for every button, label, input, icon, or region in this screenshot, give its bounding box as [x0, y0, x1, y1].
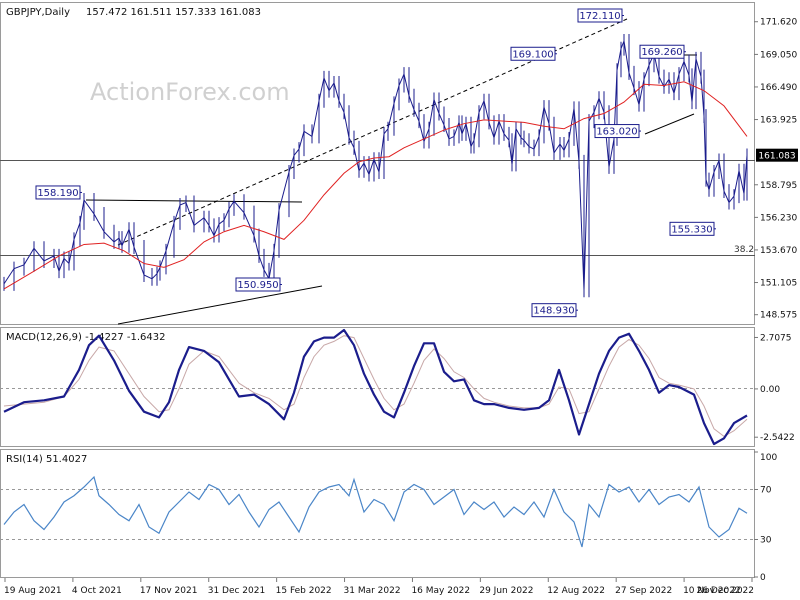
- sma-line: [3, 81, 748, 290]
- price-axis-tick: 171.620: [760, 18, 797, 28]
- annotation-label: 163.020: [596, 127, 637, 138]
- symbol-header: GBPJPY,Daily: [6, 7, 70, 18]
- rsi-layer: [3, 475, 748, 548]
- macd-line: [3, 328, 748, 446]
- price-axis-tick: 148.575: [760, 311, 797, 321]
- price-axis-tick: 166.490: [760, 83, 797, 93]
- macd-layer: [3, 328, 748, 446]
- support-trendline: [117, 285, 323, 325]
- price-annotation: 163.020: [594, 124, 641, 139]
- x-axis-date-label: 17 Nov 2021: [140, 586, 198, 596]
- price-annotation: 172.110: [577, 8, 624, 23]
- macd-axis-tick: 2.7075: [760, 333, 792, 343]
- rsi-axis-tick: 30: [760, 536, 772, 546]
- price-annotation: 158.190: [35, 185, 82, 200]
- ohlc-header: 157.472 161.511 157.333 161.083: [86, 7, 261, 18]
- x-axis-date-label: 19 Aug 2021: [4, 586, 62, 596]
- current-price-box: [756, 148, 798, 162]
- price-annotation: 148.930: [531, 303, 578, 318]
- x-axis-date-label: 15 Feb 2022: [276, 586, 332, 596]
- x-axis-date-label: 26 Dec 2022: [697, 586, 755, 596]
- macd-header: MACD(12,26,9) -1.4227 -1.6432: [6, 332, 166, 343]
- annotation-layer: 158.190 150.950 148.930 169.100 172.110 169.2…: [35, 8, 716, 318]
- x-axis-date-label: 31 Mar 2022: [344, 586, 401, 596]
- x-axis-date-label: 29 Jun 2022: [479, 586, 533, 596]
- annotation-label: 172.110: [579, 11, 620, 22]
- annotation-label: 148.930: [533, 306, 574, 317]
- x-axis-date-label: 31 Dec 2021: [208, 586, 266, 596]
- price-axis-tick: 151.105: [760, 279, 797, 289]
- x-axis-date-label: 27 Sep 2022: [615, 586, 672, 596]
- sma-layer: [3, 81, 748, 290]
- price-axis-tick: 163.925: [760, 116, 797, 126]
- price-axis-tick: 169.050: [760, 50, 797, 60]
- rsi-panel: [0, 449, 755, 578]
- watermark: ActionForex.com: [90, 78, 290, 106]
- price-annotation: 169.260: [639, 44, 686, 59]
- current-price-label: 161.083: [758, 152, 795, 162]
- price-axis-tick: 156.230: [760, 213, 797, 223]
- rsi-axis-tick: 100: [760, 453, 777, 463]
- price-axis-tick: 158.795: [760, 181, 797, 191]
- rsi-axis-tick: 70: [760, 486, 772, 496]
- x-axis-date-label: 12 Aug 2022: [547, 586, 605, 596]
- price-axis-tick: 153.670: [760, 246, 797, 256]
- macd-panel: [0, 327, 755, 447]
- x-axis-date-label: 10 Nov 2022: [683, 586, 741, 596]
- rsi-line: [3, 475, 748, 548]
- annotation-label: 158.190: [37, 188, 78, 199]
- price-annotation: 155.330: [669, 221, 716, 236]
- annotation-label: 169.260: [641, 47, 682, 58]
- recent-support-line: [644, 113, 695, 135]
- macd-axis-tick: -2.5422: [760, 433, 795, 443]
- rsi-axis-tick: 0: [760, 573, 766, 583]
- price-close-line: [3, 39, 748, 291]
- macd-axis-tick: 0.00: [760, 385, 780, 395]
- price-annotation: 150.950: [235, 277, 282, 292]
- x-axis-date-label: 16 May 2022: [411, 586, 470, 596]
- annotation-label: 155.330: [671, 224, 712, 235]
- axis-layer: 171.620 169.050 166.490 163.925 161.083 158.7…: [4, 18, 798, 596]
- x-axis-date-label: 4 Oct 2021: [72, 586, 122, 596]
- annotation-label: 150.950: [237, 280, 278, 291]
- rsi-header: RSI(14) 51.4027: [6, 454, 87, 465]
- annotation-label: 169.100: [512, 49, 553, 60]
- fib-label: 38.2: [734, 245, 754, 255]
- price-panel: [0, 2, 755, 325]
- price-annotation: 169.100: [510, 46, 557, 61]
